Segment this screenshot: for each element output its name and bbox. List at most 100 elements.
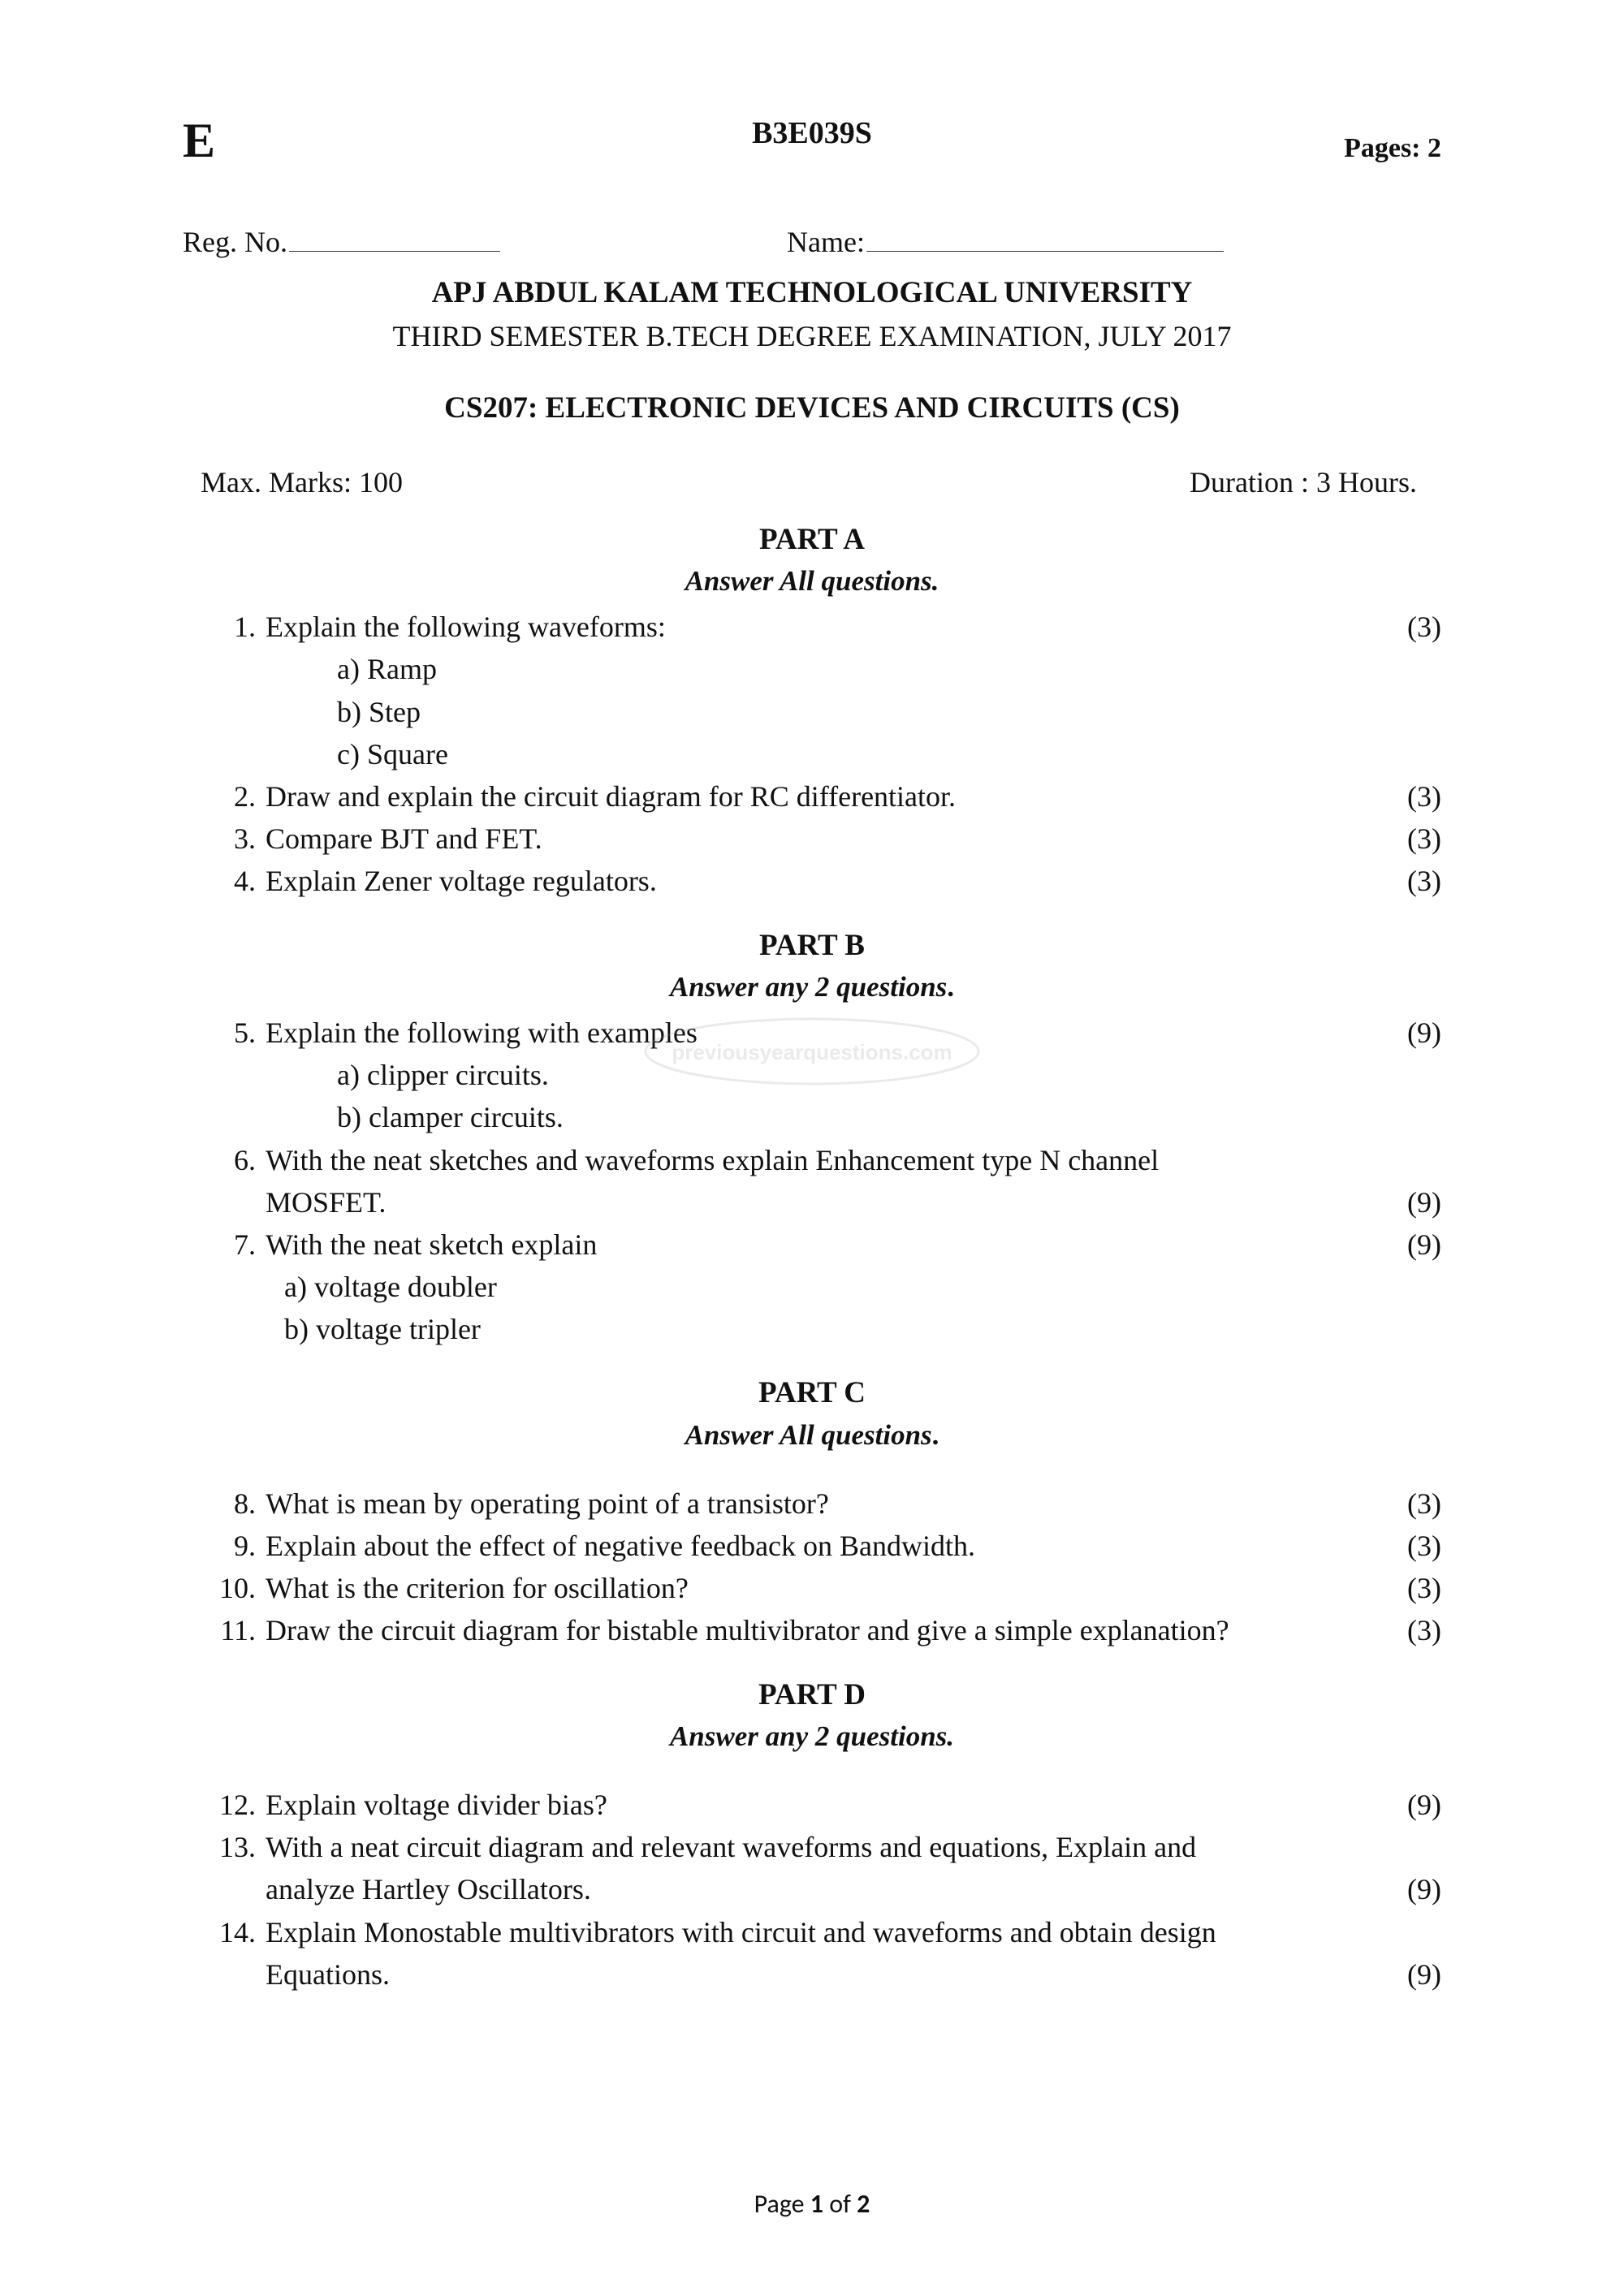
footer-total-pages: 2 bbox=[857, 2188, 870, 2220]
part-c-instr-dot: . bbox=[932, 1419, 939, 1451]
marks-duration-row: Max. Marks: 100 Duration : 3 Hours. bbox=[201, 461, 1441, 503]
exam-paper-page: E Pages: 2 B3E039S Reg. No. Name: APJ AB… bbox=[0, 0, 1624, 2296]
section-letter: E bbox=[183, 106, 215, 176]
question-text: Explain Zener voltage regulators. bbox=[266, 860, 1376, 902]
question-text: Explain voltage divider bias? bbox=[266, 1784, 1376, 1826]
question-text: Draw the circuit diagram for bistable mu… bbox=[266, 1609, 1376, 1651]
question-5-sub-a: a) clipper circuits. bbox=[183, 1054, 1441, 1096]
question-mark: (3) bbox=[1376, 1609, 1441, 1651]
question-11: 11. Draw the circuit diagram for bistabl… bbox=[183, 1609, 1441, 1651]
question-text: With a neat circuit diagram and relevant… bbox=[266, 1826, 1376, 1868]
question-12: 12. Explain voltage divider bias? (9) bbox=[183, 1784, 1441, 1826]
question-number: 12. bbox=[183, 1784, 266, 1826]
question-1-sub-a: a) Ramp bbox=[183, 648, 1441, 690]
question-mark: (9) bbox=[1376, 1868, 1441, 1910]
question-mark: (3) bbox=[1376, 818, 1441, 860]
reg-no-underline bbox=[289, 251, 500, 252]
question-4: 4. Explain Zener voltage regulators. (3) bbox=[183, 860, 1441, 902]
question-text: Explain Monostable multivibrators with c… bbox=[266, 1911, 1376, 1953]
question-mark: (3) bbox=[1376, 1567, 1441, 1609]
name-field: Name: bbox=[787, 221, 1441, 263]
question-text: Draw and explain the circuit diagram for… bbox=[266, 775, 1376, 818]
question-mark: (3) bbox=[1376, 606, 1441, 648]
university-name: APJ ABDUL KALAM TECHNOLOGICAL UNIVERSITY bbox=[183, 271, 1441, 315]
question-text: With the neat sketch explain bbox=[266, 1224, 1376, 1266]
part-b-instruction: Answer any 2 questions. bbox=[183, 967, 1441, 1008]
question-8: 8. What is mean by operating point of a … bbox=[183, 1482, 1441, 1525]
part-c-instr-text: Answer All questions bbox=[685, 1419, 932, 1451]
question-7-sub-a: a) voltage doubler bbox=[183, 1266, 1441, 1308]
pages-indicator: Pages: 2 bbox=[1344, 128, 1441, 168]
part-b-instr-dot: . bbox=[947, 971, 954, 1003]
question-mark: (9) bbox=[1376, 1181, 1441, 1224]
question-number: 6. bbox=[183, 1139, 266, 1181]
question-6-line1: 6. With the neat sketches and waveforms … bbox=[183, 1139, 1441, 1181]
question-text: analyze Hartley Oscillators. bbox=[266, 1868, 1376, 1910]
question-text: MOSFET. bbox=[266, 1181, 1376, 1224]
question-number: 7. bbox=[183, 1224, 266, 1266]
question-number: 5. bbox=[183, 1012, 266, 1054]
question-text: Compare BJT and FET. bbox=[266, 818, 1376, 860]
question-1-sub-b: b) Step bbox=[183, 691, 1441, 733]
question-3: 3. Compare BJT and FET. (3) bbox=[183, 818, 1441, 860]
question-mark: (3) bbox=[1376, 1482, 1441, 1525]
part-a-instruction: Answer All questions. bbox=[183, 561, 1441, 602]
question-number: 4. bbox=[183, 860, 266, 902]
question-mark: (9) bbox=[1376, 1012, 1441, 1054]
question-number: 8. bbox=[183, 1482, 266, 1525]
max-marks: Max. Marks: 100 bbox=[201, 461, 403, 503]
question-10: 10. What is the criterion for oscillatio… bbox=[183, 1567, 1441, 1609]
name-label: Name: bbox=[787, 226, 865, 258]
course-title: CS207: ELECTRONIC DEVICES AND CIRCUITS (… bbox=[183, 386, 1441, 430]
question-13-line1: 13. With a neat circuit diagram and rele… bbox=[183, 1826, 1441, 1868]
question-number: 3. bbox=[183, 818, 266, 860]
question-7-sub-b: b) voltage tripler bbox=[183, 1308, 1441, 1350]
duration: Duration : 3 Hours. bbox=[1190, 461, 1441, 503]
question-number: 9. bbox=[183, 1525, 266, 1567]
question-2: 2. Draw and explain the circuit diagram … bbox=[183, 775, 1441, 818]
question-mark: (9) bbox=[1376, 1224, 1441, 1266]
reg-no-label: Reg. No. bbox=[183, 226, 287, 258]
footer-page-word: Page bbox=[754, 2188, 810, 2220]
question-14-line2: Equations. (9) bbox=[183, 1953, 1441, 1996]
paper-code: B3E039S bbox=[752, 111, 872, 156]
question-number: 2. bbox=[183, 775, 266, 818]
question-9: 9. Explain about the effect of negative … bbox=[183, 1525, 1441, 1567]
reg-no-field: Reg. No. bbox=[183, 221, 787, 263]
question-text: Explain the following with examples bbox=[266, 1012, 1376, 1054]
question-number: 1. bbox=[183, 606, 266, 648]
question-mark: (3) bbox=[1376, 1525, 1441, 1567]
reg-name-row: Reg. No. Name: bbox=[183, 221, 1441, 263]
part-b-title: PART B bbox=[183, 924, 1441, 968]
question-text: What is mean by operating point of a tra… bbox=[266, 1482, 1376, 1525]
question-number: 13. bbox=[183, 1826, 266, 1868]
question-number: 11. bbox=[183, 1609, 266, 1651]
page-footer: Page 1 of 2 bbox=[0, 2186, 1624, 2223]
question-text: Explain about the effect of negative fee… bbox=[266, 1525, 1376, 1567]
question-7: 7. With the neat sketch explain (9) bbox=[183, 1224, 1441, 1266]
question-5-sub-b: b) clamper circuits. bbox=[183, 1096, 1441, 1138]
part-b-instr-text: Answer any 2 questions bbox=[670, 971, 947, 1003]
question-text: Equations. bbox=[266, 1953, 1376, 1996]
name-underline bbox=[866, 251, 1224, 252]
question-13-line2: analyze Hartley Oscillators. (9) bbox=[183, 1868, 1441, 1910]
question-text: With the neat sketches and waveforms exp… bbox=[266, 1139, 1376, 1181]
question-number: 14. bbox=[183, 1911, 266, 1953]
question-text: Explain the following waveforms: bbox=[266, 606, 1376, 648]
question-1: 1. Explain the following waveforms: (3) bbox=[183, 606, 1441, 648]
question-number: 10. bbox=[183, 1567, 266, 1609]
exam-line: THIRD SEMESTER B.TECH DEGREE EXAMINATION… bbox=[183, 315, 1441, 357]
question-6-line2: MOSFET. (9) bbox=[183, 1181, 1441, 1224]
question-14-line1: 14. Explain Monostable multivibrators wi… bbox=[183, 1911, 1441, 1953]
question-5: 5. Explain the following with examples (… bbox=[183, 1012, 1441, 1054]
question-1-sub-c: c) Square bbox=[183, 733, 1441, 775]
footer-of: of bbox=[823, 2188, 857, 2220]
footer-current-page: 1 bbox=[810, 2188, 823, 2220]
part-c-title: PART C bbox=[183, 1371, 1441, 1415]
part-d-instruction: Answer any 2 questions. bbox=[183, 1716, 1441, 1758]
question-mark: (3) bbox=[1376, 775, 1441, 818]
part-c-instruction: Answer All questions. bbox=[183, 1415, 1441, 1457]
part-d-title: PART D bbox=[183, 1673, 1441, 1717]
question-mark: (9) bbox=[1376, 1784, 1441, 1826]
part-a-title: PART A bbox=[183, 518, 1441, 562]
